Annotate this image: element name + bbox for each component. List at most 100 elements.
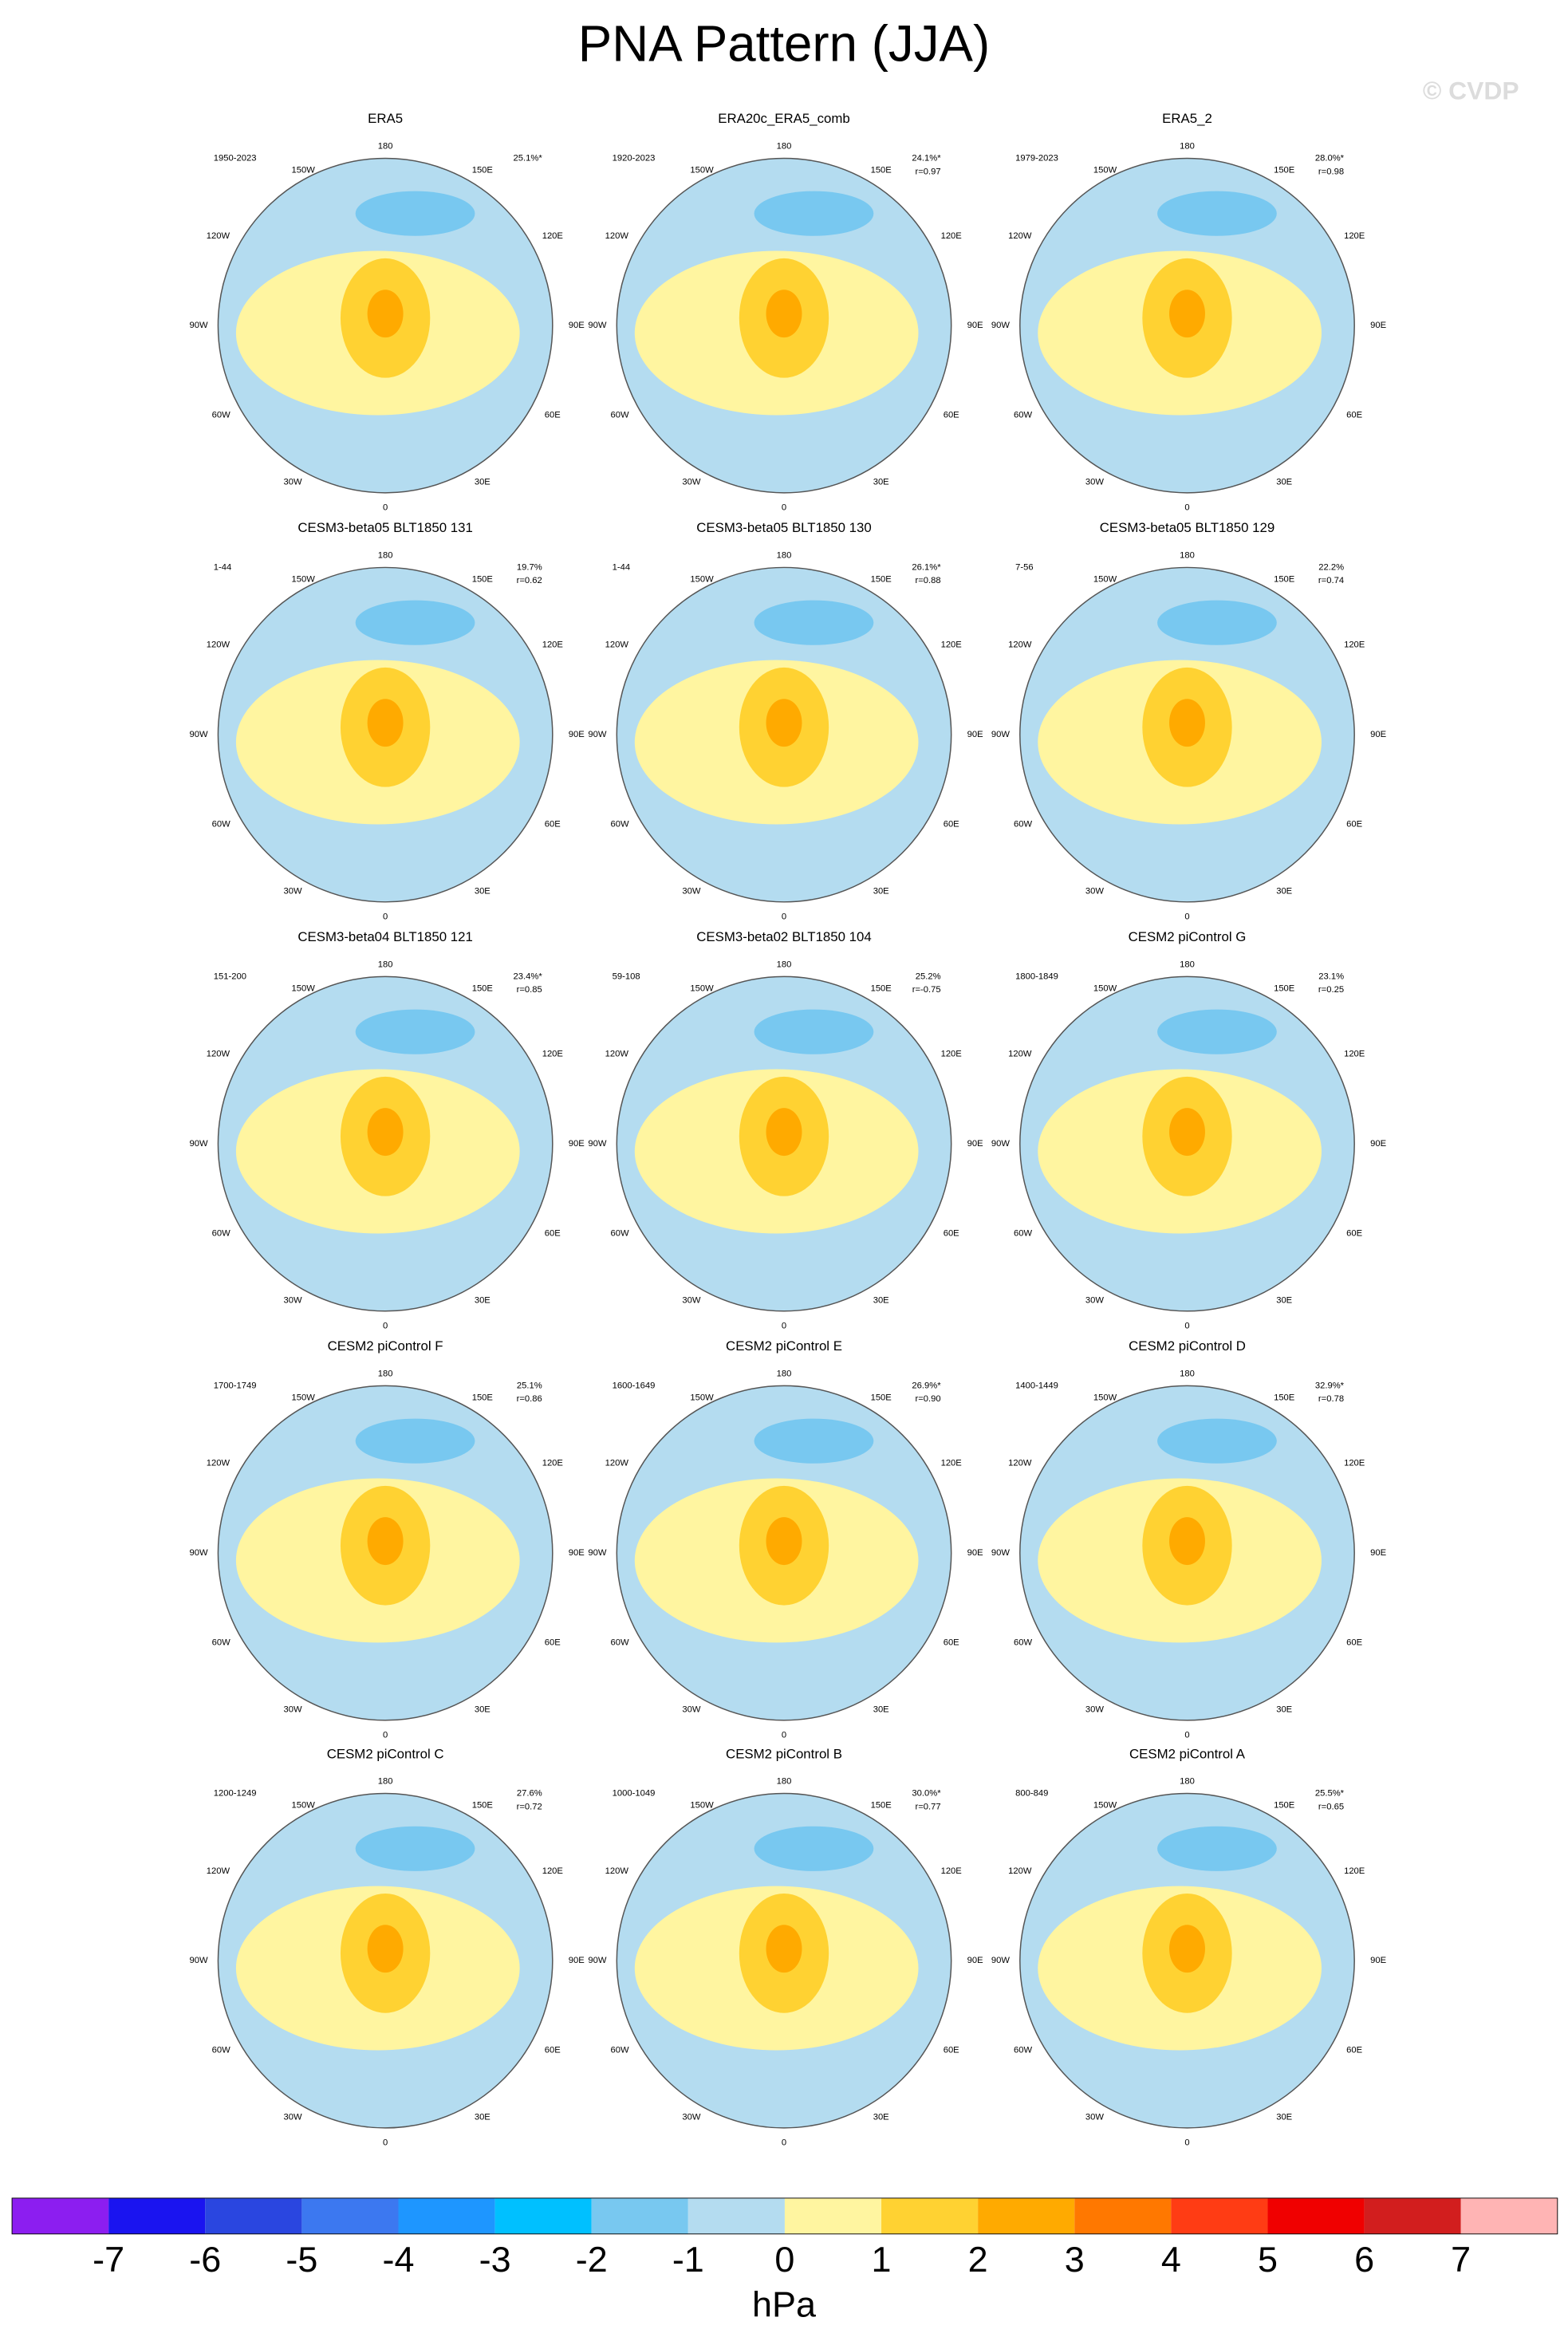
panel-pct: 19.7% xyxy=(517,562,542,572)
lon-label: 150W xyxy=(690,165,714,175)
panel-years: 1-44 xyxy=(214,562,231,572)
panel-years: 1700-1749 xyxy=(214,1381,257,1390)
map xyxy=(218,567,553,902)
colorbar-tick-label: 2 xyxy=(968,2239,988,2280)
panel-r: r=0.88 xyxy=(915,576,940,585)
map-border xyxy=(616,1385,952,1721)
panel-pct: 28.0%* xyxy=(1315,153,1345,163)
lon-label: 60E xyxy=(545,410,561,420)
lon-label: 90W xyxy=(991,1548,1010,1558)
colorbar-box xyxy=(978,2197,1075,2234)
lon-label: 180 xyxy=(1180,141,1195,151)
panel-pct: 26.9%* xyxy=(912,1381,941,1390)
lon-label: 30E xyxy=(1276,1705,1292,1715)
lon-label: 90E xyxy=(1370,730,1386,739)
panel-title: CESM3-beta04 BLT1850 121 xyxy=(297,929,473,944)
panel-title: CESM2 piControl F xyxy=(328,1338,443,1354)
panel-pct: 25.1% xyxy=(517,1381,542,1390)
lon-label: 120W xyxy=(1008,640,1032,650)
map-border xyxy=(1019,157,1355,494)
lon-label: 120W xyxy=(605,1050,629,1059)
lon-label: 60W xyxy=(611,819,629,829)
lon-label: 120E xyxy=(542,1866,563,1876)
panel-years: 1600-1649 xyxy=(613,1381,656,1390)
lon-label: 150E xyxy=(472,165,493,175)
lon-label: 120E xyxy=(1344,1866,1365,1876)
panel-title: CESM2 piControl E xyxy=(726,1338,842,1354)
colorbar-box xyxy=(881,2197,979,2234)
lon-label: 90E xyxy=(967,1956,983,1965)
map-border xyxy=(217,566,554,903)
panel-r: r=0.77 xyxy=(915,1802,940,1811)
lon-label: 30E xyxy=(873,1705,889,1715)
colorbar-box xyxy=(687,2197,785,2234)
lon-label: 120E xyxy=(542,1050,563,1059)
lon-label: 60E xyxy=(1346,819,1362,829)
panel-title: CESM3-beta05 BLT1850 129 xyxy=(1100,520,1275,535)
colorbar-tick-label: -1 xyxy=(672,2239,704,2280)
lon-label: 120W xyxy=(605,231,629,241)
map xyxy=(1019,567,1355,902)
colorbar-box xyxy=(494,2197,592,2234)
panel-title: CESM2 piControl G xyxy=(1129,929,1247,944)
lon-label: 60E xyxy=(545,1228,561,1238)
lon-label: 30W xyxy=(682,1705,700,1715)
lon-label: 60W xyxy=(212,410,230,420)
lon-label: 120E xyxy=(1344,640,1365,650)
lon-label: 0 xyxy=(383,1730,388,1740)
lon-label: 0 xyxy=(782,1321,786,1330)
panel-years: 800-849 xyxy=(1015,1788,1048,1798)
panel-years: 1979-2023 xyxy=(1015,153,1058,163)
lon-label: 180 xyxy=(777,141,792,151)
lon-label: 60E xyxy=(944,819,959,829)
panel-title: ERA20c_ERA5_comb xyxy=(718,111,850,126)
lon-label: 150E xyxy=(1274,165,1294,175)
lon-label: 0 xyxy=(1184,1730,1189,1740)
panel-years: 1000-1049 xyxy=(613,1788,656,1798)
lon-label: 150W xyxy=(690,983,714,993)
lon-label: 150W xyxy=(291,165,315,175)
panel-years: 1-44 xyxy=(613,562,630,572)
lon-label: 120W xyxy=(207,231,230,241)
lon-label: 60W xyxy=(1014,2046,1032,2055)
panel-pct: 26.1%* xyxy=(912,562,941,572)
colorbar-tick-label: 3 xyxy=(1065,2239,1085,2280)
lon-label: 30E xyxy=(475,478,490,487)
lon-label: 30W xyxy=(284,1705,302,1715)
lon-label: 30W xyxy=(284,887,302,897)
lon-label: 120W xyxy=(207,1866,230,1876)
map xyxy=(1019,976,1355,1311)
lon-label: 0 xyxy=(1184,2138,1189,2148)
lon-label: 90W xyxy=(190,1139,208,1149)
lon-label: 60W xyxy=(212,1637,230,1647)
lon-label: 30W xyxy=(284,478,302,487)
lon-label: 30W xyxy=(682,1296,700,1306)
panel-years: 59-108 xyxy=(613,971,640,981)
colorbar-box xyxy=(12,2197,109,2234)
panel-r: r=0.86 xyxy=(517,1394,542,1404)
colorbar-tick-label: 0 xyxy=(774,2239,794,2280)
lon-label: 0 xyxy=(782,912,786,922)
lon-label: 0 xyxy=(1184,503,1189,513)
lon-label: 60E xyxy=(944,2046,959,2055)
lon-label: 150W xyxy=(291,1800,315,1810)
panel-r: r=0.65 xyxy=(1318,1802,1344,1811)
lon-label: 60W xyxy=(212,1228,230,1238)
colorbar-box xyxy=(1267,2197,1365,2234)
colorbar-tick-label: 5 xyxy=(1258,2239,1278,2280)
lon-label: 60W xyxy=(1014,1228,1032,1238)
lon-label: 180 xyxy=(777,1777,792,1787)
positive-center xyxy=(367,699,404,747)
colorbar-label: hPa xyxy=(752,2284,816,2324)
lon-label: 30E xyxy=(873,887,889,897)
colorbar-tick-label: -3 xyxy=(479,2239,511,2280)
lon-label: 120E xyxy=(941,1050,962,1059)
panel-r: r=0.85 xyxy=(517,985,542,995)
lon-label: 30E xyxy=(475,887,490,897)
lon-label: 30E xyxy=(1276,478,1292,487)
panel-pct: 25.2% xyxy=(916,971,941,981)
map xyxy=(1019,1793,1355,2128)
panel-pct: 23.1% xyxy=(1318,971,1344,981)
lon-label: 0 xyxy=(782,1730,786,1740)
colorbar-tick-label: -7 xyxy=(93,2239,124,2280)
